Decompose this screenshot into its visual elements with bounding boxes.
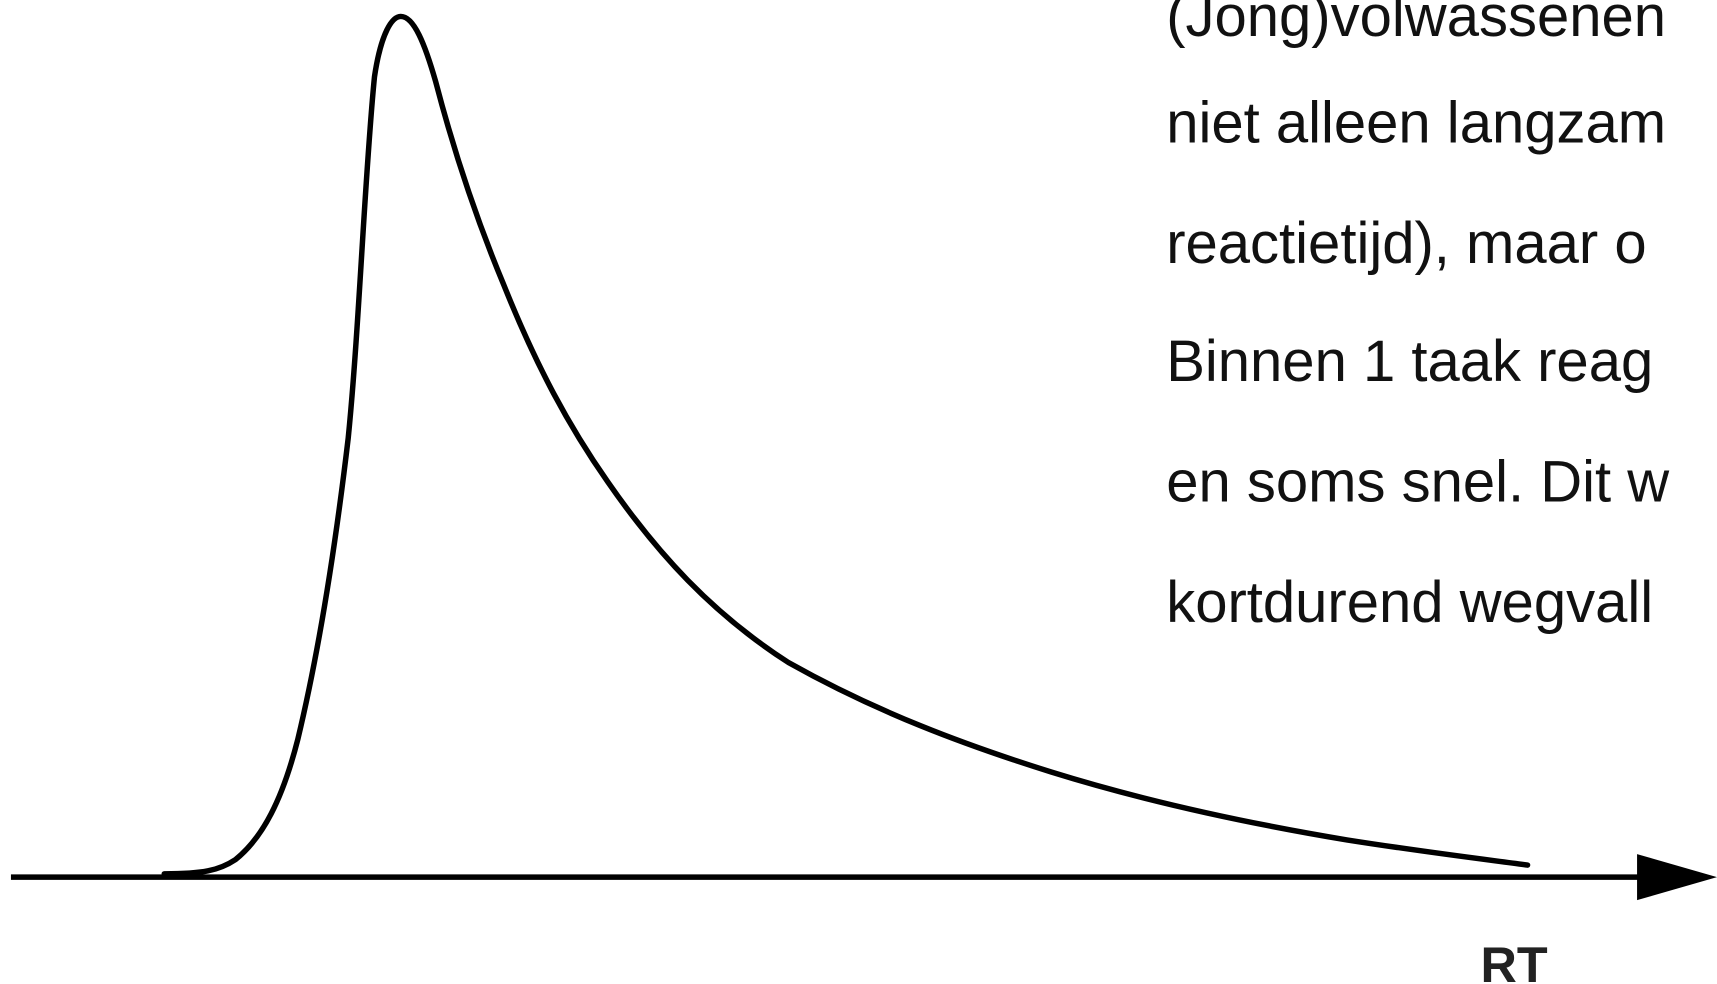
text-line: en soms snel. Dit w	[1166, 450, 1670, 515]
text-line: reactietijd), maar o	[1166, 211, 1646, 276]
text-block: (Jong)volwassenen niet alleen langzam reac…	[1166, 0, 1670, 635]
text-line: Binnen 1 taak reag	[1166, 329, 1653, 394]
text-line: niet alleen langzam	[1166, 90, 1666, 155]
x-axis-arrowhead	[1637, 854, 1717, 901]
text-line: (Jong)volwassenen	[1166, 0, 1666, 49]
text-line: kortdurend wegvall	[1166, 570, 1653, 635]
axis-label: RT	[1480, 936, 1547, 984]
rt-distribution-curve	[161, 13, 1531, 877]
